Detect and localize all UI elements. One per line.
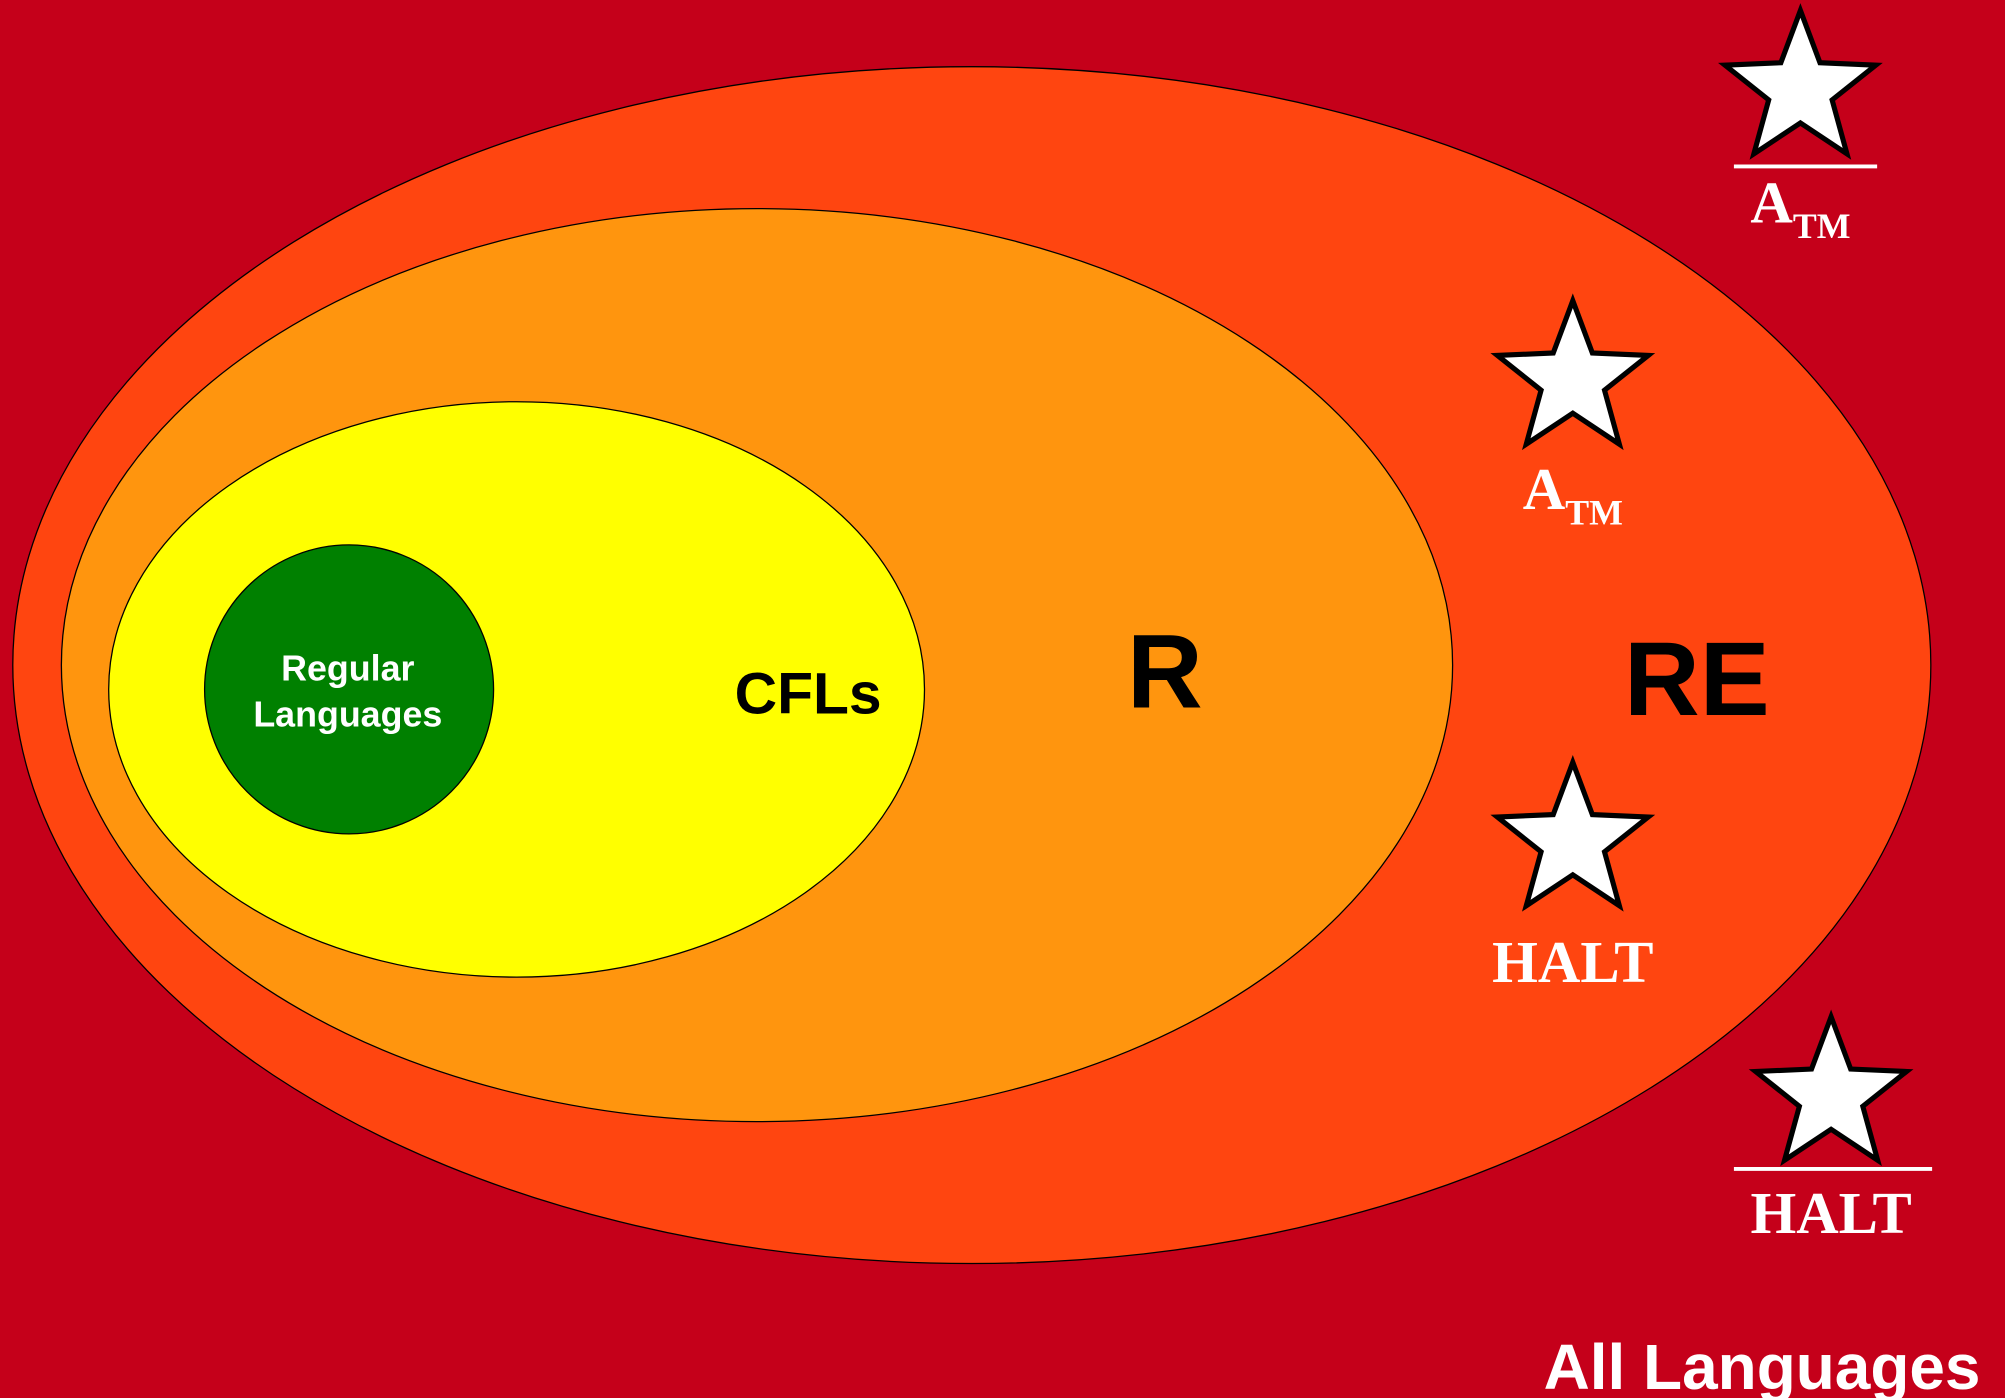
language-name: HALT [1750, 1181, 1911, 1246]
regular-label: Languages [253, 694, 442, 734]
all-languages-label: All Languages [1544, 1331, 1981, 1398]
star [1490, 754, 1656, 912]
language-label: ATM [1523, 457, 1623, 532]
language-name: HALT [1492, 930, 1653, 995]
re-label: RE [1624, 621, 1770, 738]
language-label: ATM [1750, 171, 1850, 246]
regular-label: Regular [281, 648, 414, 688]
language-label: HALT [1492, 930, 1653, 995]
language-name: A [1523, 457, 1566, 522]
language-subscript: TM [1565, 492, 1623, 532]
language-name: A [1750, 171, 1793, 236]
cfl-region [108, 401, 926, 978]
language-subscript: TM [1793, 206, 1851, 246]
star [1718, 3, 1883, 160]
r-label: R [1127, 613, 1203, 730]
cfl-label: CFLs [735, 662, 882, 727]
star [1748, 1009, 1914, 1167]
regular-region [203, 544, 495, 835]
star [1490, 293, 1656, 451]
language-label: HALT [1750, 1181, 1911, 1246]
